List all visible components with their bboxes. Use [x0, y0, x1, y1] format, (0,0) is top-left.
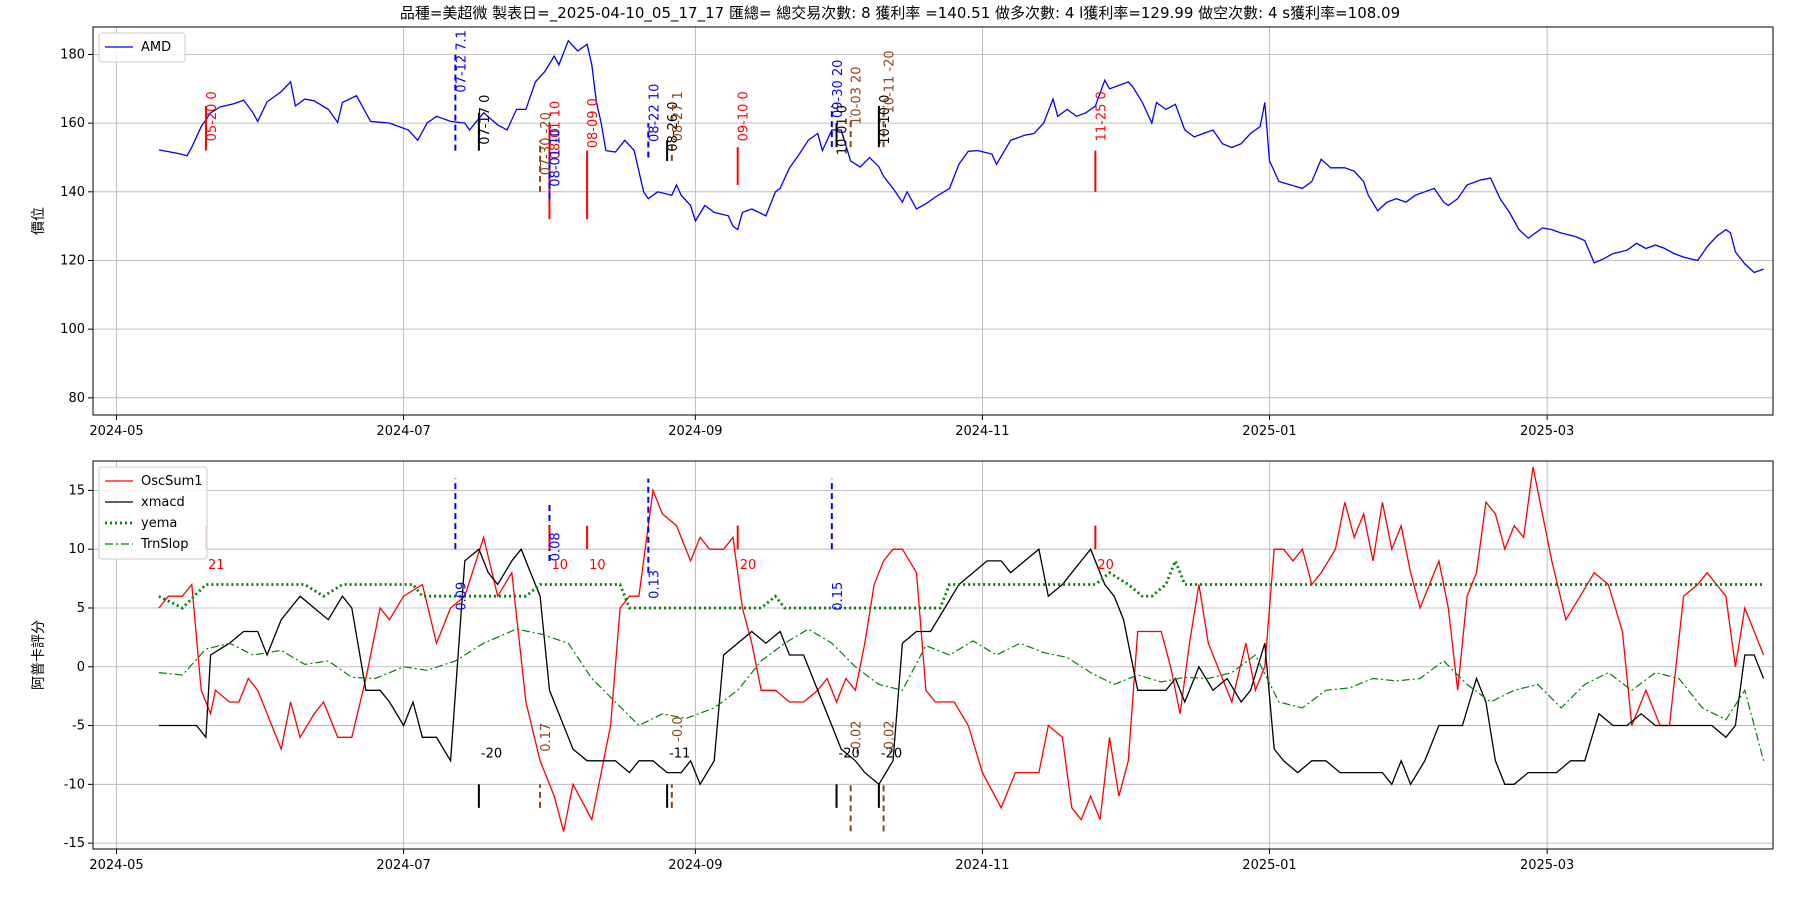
y-tick-label: 15 — [68, 483, 85, 498]
y-axis-label: 價位 — [30, 207, 47, 235]
y-tick-label: 100 — [60, 322, 85, 337]
signal-label: 21 — [208, 558, 225, 573]
signal-label: 07-12 7.1 — [454, 30, 469, 93]
legend-label: OscSum1 — [141, 474, 203, 489]
x-tick-label: 2024-07 — [376, 424, 430, 439]
signal-label: 10-01 0 — [836, 105, 851, 155]
x-tick-label: 2024-05 — [89, 424, 143, 439]
signal-label: 08-27 1 — [671, 91, 686, 141]
legend: OscSum1 xmacd yema TrnSlop — [98, 466, 208, 560]
signal-label: 10 — [551, 558, 568, 573]
plot-area — [158, 39, 1764, 274]
signal-label: 10-10 0 — [878, 95, 893, 145]
signal-label: -0.02 — [883, 720, 898, 754]
x-tick-label: 2024-11 — [955, 858, 1009, 873]
series-line-oscsum1 — [158, 466, 1765, 832]
signal-label: 20 — [740, 558, 757, 573]
signal-label: 0.15 — [831, 582, 846, 611]
series-line-yema — [158, 557, 1764, 610]
signal-label: 0.17 — [539, 723, 554, 752]
legend-label: yema — [141, 516, 177, 531]
signal-label: 09-30 20 — [831, 60, 846, 118]
signal-label: -20 — [881, 746, 902, 761]
signal-label: 10 — [589, 558, 606, 573]
y-tick-label: -15 — [64, 836, 85, 851]
signal-label: 0.09 — [454, 582, 469, 611]
signal-label: -20 — [481, 746, 502, 761]
y-tick-label: 120 — [60, 253, 85, 268]
y-tick-label: 0 — [77, 660, 85, 675]
x-tick-label: 2025-01 — [1242, 424, 1296, 439]
series-line-xmacd — [158, 547, 1765, 786]
signal-label: 08-01 10 — [548, 101, 563, 159]
y-tick-label: 80 — [68, 391, 85, 406]
x-tick-label: 2025-03 — [1520, 424, 1574, 439]
chart-title: 品種=美超微 製表日=_2025-04-10_05_17_17 匯總= 總交易次… — [400, 4, 1400, 23]
y-tick-label: 10 — [68, 542, 85, 557]
x-tick-label: 2024-11 — [955, 424, 1009, 439]
signal-label: 08-22 10 — [647, 84, 662, 142]
x-tick-label: 2024-07 — [376, 858, 430, 873]
signal-label: -0.02 — [850, 720, 865, 754]
y-axis-label: 阿普卡評分 — [31, 620, 47, 690]
legend: AMD — [98, 32, 186, 63]
signal-label: 08-01 10 — [548, 128, 563, 186]
plot-area — [158, 466, 1765, 832]
signal-label: -0.0 — [671, 716, 686, 741]
signal-label: 08-09 0 — [586, 98, 601, 148]
legend-label: AMD — [141, 40, 171, 55]
signal-label: 07-30 -20 — [539, 112, 554, 175]
price-panel: 80 100 120 140 160 180 2024-05 2024-07 2024-09 20… — [30, 26, 1774, 439]
y-tick-label: 160 — [60, 116, 85, 131]
legend-box — [98, 32, 186, 63]
signal-label: 11-25 0 — [1094, 91, 1109, 141]
y-tick-label: 140 — [60, 185, 85, 200]
signal-label: 0.13 — [647, 570, 662, 599]
y-tick-label: -5 — [72, 719, 85, 734]
x-tick-label: 2025-03 — [1520, 858, 1574, 873]
signal-label: 09-10 0 — [737, 91, 752, 141]
x-tick-label: 2024-09 — [668, 858, 722, 873]
legend-label: TrnSlop — [140, 537, 188, 552]
signal-label: 10-03 20 — [850, 66, 865, 124]
x-tick-label: 2024-05 — [89, 858, 143, 873]
signal-label: -0.08 — [548, 532, 563, 566]
x-tick-label: 2024-09 — [668, 424, 722, 439]
axes-frame — [92, 26, 1774, 416]
y-tick-label: -10 — [64, 777, 85, 792]
series-line-amd — [158, 39, 1764, 274]
axes-frame — [92, 460, 1774, 850]
signal-label: 07-17 0 — [478, 95, 493, 145]
legend-box — [98, 466, 208, 560]
legend-label: xmacd — [141, 495, 185, 510]
signal-label: -11 — [669, 746, 690, 761]
oscillator-panel: -15 -10 -5 0 5 10 15 2024-05 2024-07 2024-09 2024-… — [31, 460, 1774, 873]
y-tick-label: 180 — [60, 47, 85, 62]
x-tick-label: 2025-01 — [1242, 858, 1296, 873]
signal-label: 05-20 0 — [205, 91, 220, 141]
signal-label: 10-11 -20 — [883, 50, 898, 113]
signal-label: -20 — [839, 746, 860, 761]
signal-label: 20 — [1097, 558, 1114, 573]
y-tick-label: 5 — [77, 601, 85, 616]
signal-label: 08-26 0 — [666, 101, 681, 151]
series-line-trnslop — [158, 628, 1765, 761]
